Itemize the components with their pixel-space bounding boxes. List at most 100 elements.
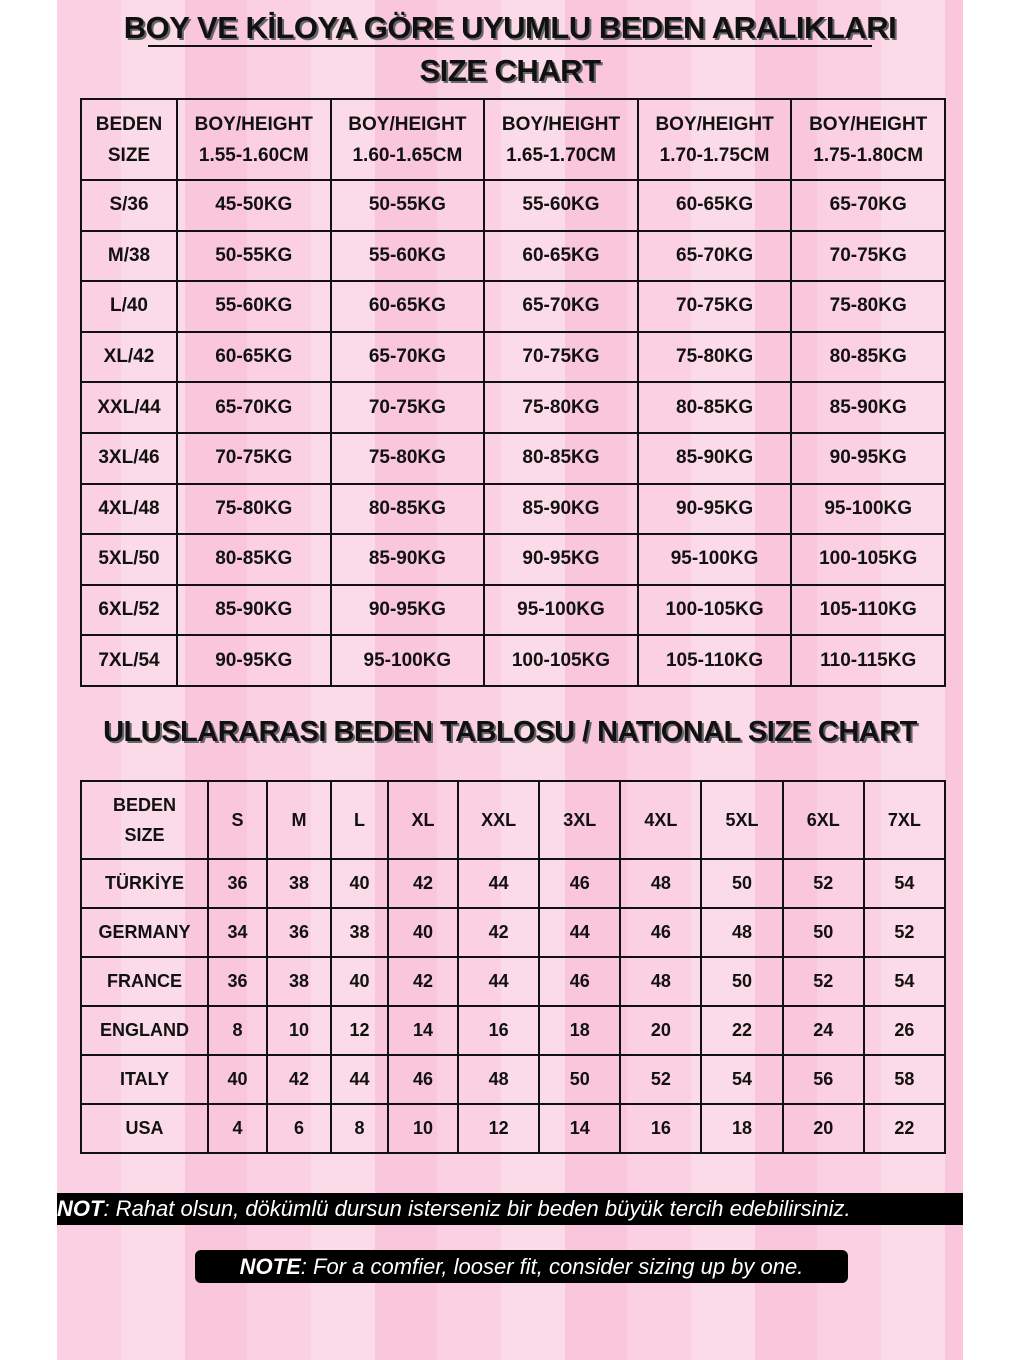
row-label-cell: XL/42 xyxy=(80,330,178,384)
table-cell: 80-85KG xyxy=(790,330,946,384)
table-cell: 38 xyxy=(330,907,389,958)
table-cell: 105-110KG xyxy=(636,634,793,687)
table-cell: 85-90KG xyxy=(483,482,639,536)
table-row: 7XL/54 90-95KG 95-100KG 100-105KG 105-110KG 1… xyxy=(80,634,946,687)
header-text: 1.65-1.70CM xyxy=(506,144,616,166)
header-text: L xyxy=(354,810,365,830)
table-row: GERMANY 34 36 38 40 42 44 46 48 50 52 xyxy=(80,907,947,958)
table-cell: 44 xyxy=(456,956,541,1007)
table-cell: 52 xyxy=(619,1054,703,1105)
header-cell: BOY/HEIGHT 1.75-1.80CM xyxy=(790,98,946,181)
table-cell: 48 xyxy=(619,956,703,1007)
table-cell: 18 xyxy=(700,1103,784,1154)
table-cell: 105-110KG xyxy=(790,583,946,637)
table-cell: 90-95KG xyxy=(329,583,486,637)
table-cell: 16 xyxy=(456,1005,541,1056)
table-cell: 65-70KG xyxy=(636,229,793,283)
table-cell: 14 xyxy=(387,1005,459,1056)
row-label-cell: S/36 xyxy=(80,179,178,232)
table-cell: 80-85KG xyxy=(483,431,639,485)
table-cell: 60-65KG xyxy=(329,280,486,333)
table-cell: 90-95KG xyxy=(176,634,332,687)
header-cell: BOY/HEIGHT 1.65-1.70CM xyxy=(483,98,639,181)
table-cell: 50 xyxy=(538,1054,622,1105)
table-cell: 36 xyxy=(207,858,268,909)
row-label-cell: L/40 xyxy=(80,280,178,333)
table-cell: 85-90KG xyxy=(636,431,793,485)
header-row: BEDEN SIZE BOY/HEIGHT 1.55-1.60CM BOY/HEIGHT… xyxy=(80,98,946,181)
table-cell: 65-70KG xyxy=(790,179,946,232)
table-cell: 85-90KG xyxy=(790,381,946,434)
table-cell: 100-105KG xyxy=(636,583,793,637)
table-row: FRANCE 36 38 40 42 44 46 48 50 52 54 xyxy=(80,956,947,1007)
header-cell: 4XL xyxy=(619,780,703,860)
table-cell: 85-90KG xyxy=(329,533,486,586)
table-row: USA 4 6 8 10 12 14 16 18 20 22 xyxy=(80,1103,947,1154)
table-cell: 75-80KG xyxy=(176,482,332,536)
table-cell: 46 xyxy=(387,1054,459,1105)
table-cell: 50 xyxy=(781,907,865,958)
table-cell: 65-70KG xyxy=(483,280,639,333)
table-cell: 70-75KG xyxy=(636,280,793,333)
table-cell: 40 xyxy=(330,956,389,1007)
table-cell: 65-70KG xyxy=(176,381,332,434)
table-cell: 12 xyxy=(330,1005,389,1056)
table-row: TÜRKİYE 36 38 40 42 44 46 48 50 52 54 xyxy=(80,858,947,909)
table-cell: 44 xyxy=(330,1054,389,1105)
note-label: NOT xyxy=(57,1196,104,1221)
table-cell: 95-100KG xyxy=(329,634,486,687)
table-cell: 38 xyxy=(266,956,332,1007)
table-cell: 50-55KG xyxy=(176,229,332,283)
table-cell: 22 xyxy=(700,1005,784,1056)
header-cell: BOY/HEIGHT 1.55-1.60CM xyxy=(176,98,332,181)
title-underline xyxy=(148,45,872,47)
row-label-cell: 6XL/52 xyxy=(80,583,178,637)
table-cell: 46 xyxy=(538,956,622,1007)
table-cell: 36 xyxy=(266,907,332,958)
header-text: 1.55-1.60CM xyxy=(198,144,309,166)
table-cell: 100-105KG xyxy=(790,533,946,586)
table-cell: 52 xyxy=(781,956,865,1007)
table-cell: 50 xyxy=(700,956,784,1007)
table-cell: 22 xyxy=(862,1103,947,1154)
table-row: ENGLAND 8 10 12 14 16 18 20 22 24 26 xyxy=(80,1005,947,1056)
table-cell: 90-95KG xyxy=(790,431,946,485)
header-text: 5XL xyxy=(725,810,759,830)
table-cell: 100-105KG xyxy=(483,634,639,687)
table-cell: 40 xyxy=(330,858,389,909)
header-text: XL xyxy=(411,810,435,830)
table-cell: 50-55KG xyxy=(329,179,486,232)
table-cell: 55-60KG xyxy=(483,179,639,232)
table-cell: 48 xyxy=(619,858,703,909)
table-cell: 24 xyxy=(781,1005,865,1056)
row-label-cell: XXL/44 xyxy=(80,381,178,434)
table-cell: 40 xyxy=(207,1054,268,1105)
table-row: ITALY 40 42 44 46 48 50 52 54 56 58 xyxy=(80,1054,947,1105)
header-cell: BOY/HEIGHT 1.60-1.65CM xyxy=(329,98,486,181)
table-cell: 75-80KG xyxy=(790,280,946,333)
table-cell: 10 xyxy=(266,1005,332,1056)
header-row: BEDEN SIZE S M L XL XXL 3XL 4XL 5XL 6XL 7XL xyxy=(80,780,947,860)
table-cell: 55-60KG xyxy=(176,280,332,333)
header-text: BEDEN xyxy=(112,795,176,815)
table-cell: 52 xyxy=(781,858,865,909)
row-label-cell: USA xyxy=(80,1103,209,1154)
table-cell: 8 xyxy=(207,1005,268,1056)
table-cell: 80-85KG xyxy=(636,381,793,434)
table-cell: 80-85KG xyxy=(176,533,332,586)
table-cell: 18 xyxy=(538,1005,622,1056)
row-label-cell: GERMANY xyxy=(80,907,209,958)
table-row: M/38 50-55KG 55-60KG 60-65KG 65-70KG 70-75KG xyxy=(80,229,946,283)
header-text: BOY/HEIGHT xyxy=(809,113,928,135)
header-text: SIZE xyxy=(107,144,151,166)
header-cell: 6XL xyxy=(781,780,865,860)
table-cell: 55-60KG xyxy=(329,229,486,283)
row-label-cell: 4XL/48 xyxy=(80,482,178,536)
row-label-cell: 5XL/50 xyxy=(80,533,178,586)
header-text: BOY/HEIGHT xyxy=(501,113,621,135)
table-cell: 46 xyxy=(538,858,622,909)
table-cell: 44 xyxy=(456,858,541,909)
table-cell: 44 xyxy=(538,907,622,958)
table-cell: 42 xyxy=(456,907,541,958)
table-cell: 14 xyxy=(538,1103,622,1154)
